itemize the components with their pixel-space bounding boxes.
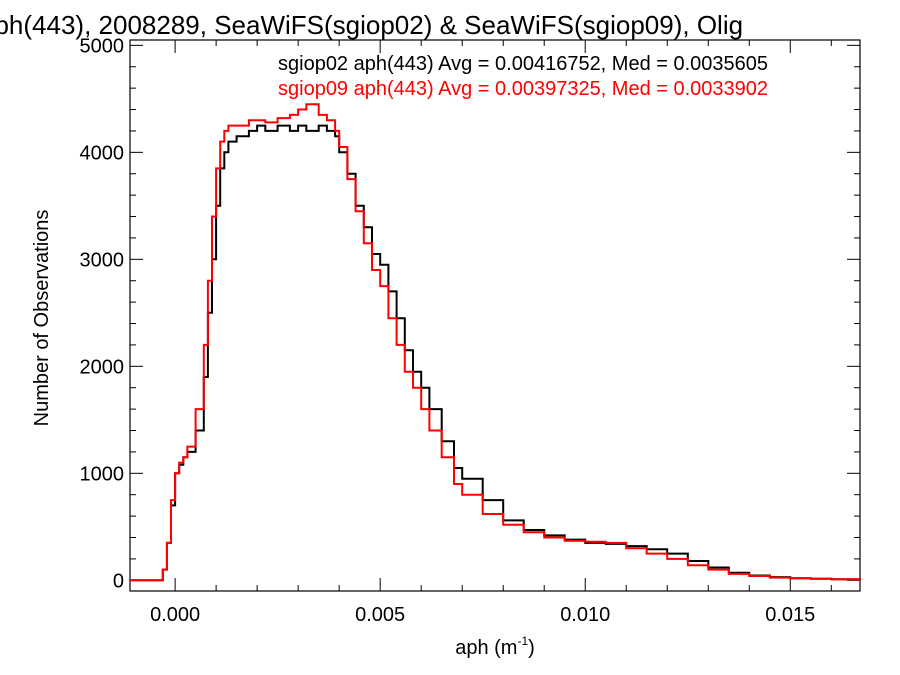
- x-axis-label: aph (m-1): [455, 634, 535, 659]
- series-layer: [130, 103, 861, 582]
- y-tick-label: 1000: [80, 463, 125, 485]
- x-tick-label: 0.005: [355, 604, 405, 626]
- series-line-sgiop02: [130, 124, 861, 582]
- x-tick-label: 0.015: [765, 604, 815, 626]
- y-tick-label: 2000: [80, 356, 125, 378]
- series-line-sgiop09: [130, 103, 861, 582]
- chart-title: aph(443), 2008289, SeaWiFS(sgiop02) & Se…: [0, 10, 743, 40]
- x-axis-label-text: aph (m: [455, 637, 517, 659]
- y-tick-label: 4000: [80, 142, 125, 164]
- axes: 0.000 0.005 0.010 0.015 0 1000 2000 3000 4000 500…: [80, 35, 861, 626]
- x-axis-label-exponent: -1: [517, 634, 528, 648]
- legend-entry-sgiop02: sgiop02 aph(443) Avg = 0.00416752, Med =…: [278, 53, 768, 75]
- y-tick-label: 3000: [80, 249, 125, 271]
- x-tick-label: 0.010: [560, 604, 610, 626]
- y-tick-label: 5000: [80, 35, 125, 57]
- plot-frame: [129, 39, 861, 592]
- x-axis-label-close: ): [528, 637, 535, 659]
- legend: sgiop02 aph(443) Avg = 0.00416752, Med =…: [278, 53, 768, 100]
- legend-entry-sgiop09: sgiop09 aph(443) Avg = 0.00397325, Med =…: [278, 78, 768, 100]
- y-axis-label: Number of Observations: [31, 210, 53, 427]
- x-tick-label: 0.000: [150, 604, 200, 626]
- y-tick-label: 0: [113, 570, 124, 592]
